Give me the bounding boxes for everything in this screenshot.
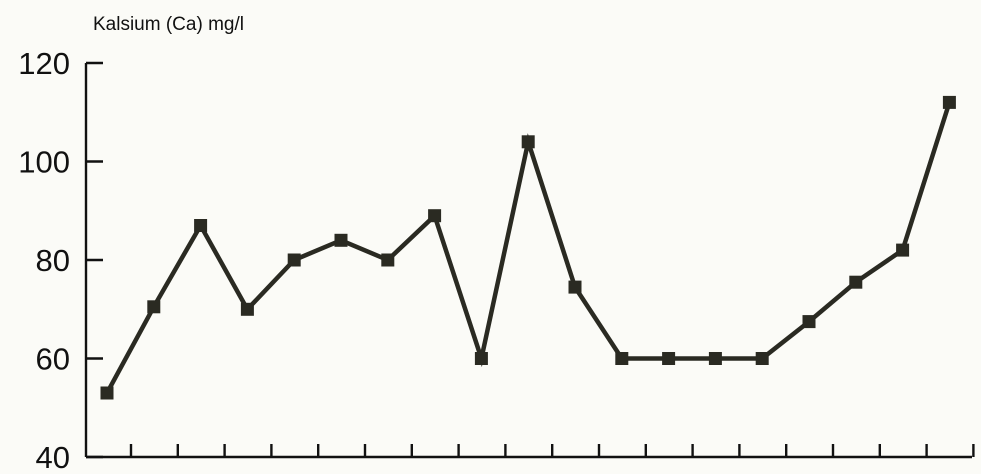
data-point-marker	[708, 352, 722, 365]
y-ticks: 40 60 80 100 120	[18, 46, 103, 474]
y-tick-label: 60	[36, 342, 70, 377]
data-point-marker	[428, 209, 442, 223]
y-tick-label: 40	[36, 440, 70, 474]
data-point-marker	[802, 315, 816, 329]
data-point-marker	[568, 280, 582, 294]
data-point-marker	[474, 352, 488, 365]
data-point-marker	[194, 219, 208, 232]
data-point-marker	[521, 135, 535, 149]
y-tick-label: 100	[18, 145, 70, 180]
y-tick-label: 80	[36, 243, 70, 278]
y-tick-label: 120	[18, 46, 70, 81]
data-point-marker	[896, 243, 910, 257]
x-ticks	[129, 444, 975, 457]
data-point-marker	[100, 386, 114, 400]
data-point-marker	[240, 302, 254, 316]
data-point-marker	[381, 253, 395, 267]
series-group	[100, 95, 956, 400]
data-point-marker	[334, 233, 348, 247]
data-point-marker	[615, 352, 629, 365]
data-point-marker	[942, 95, 956, 109]
y-axis-label: Kalsium (Ca) mg/l	[93, 14, 244, 35]
data-point-marker	[147, 300, 161, 314]
data-point-marker	[287, 253, 301, 267]
data-point-marker	[849, 275, 863, 289]
data-point-marker	[662, 352, 676, 365]
data-point-marker	[755, 352, 769, 365]
